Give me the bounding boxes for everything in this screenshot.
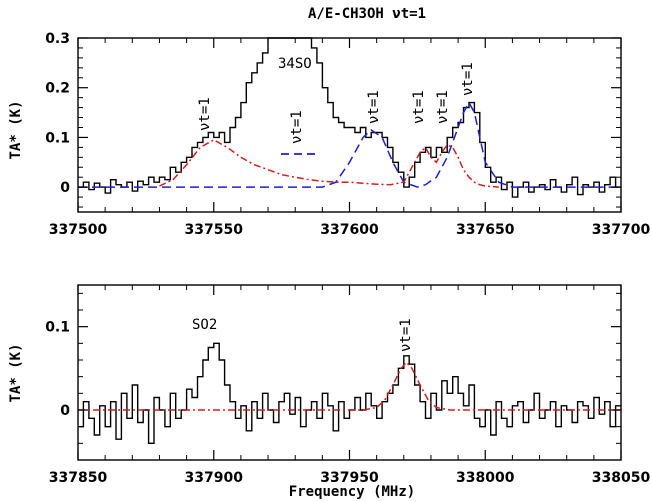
top-xtick-label: 337600 bbox=[320, 222, 379, 238]
bottom-xtick-label: 337950 bbox=[320, 470, 379, 486]
annotation-34so: 34SO bbox=[278, 56, 312, 72]
top-series-black-step bbox=[78, 37, 621, 198]
top-xtick-label: 337700 bbox=[592, 222, 651, 238]
top-series-blue-dashed bbox=[78, 101, 621, 188]
figure-title: A/E-CH3OH νt=1 bbox=[308, 6, 426, 22]
annotation-so2: SO2 bbox=[192, 317, 217, 333]
annotation-vt1-bottom: νt=1 bbox=[398, 318, 414, 352]
bottom-xtick-label: 337850 bbox=[49, 470, 108, 486]
top-series-layer bbox=[78, 37, 621, 198]
bottom-series-black-step bbox=[78, 342, 621, 444]
top-ytick-label: 0.1 bbox=[45, 130, 70, 146]
bottom-xtick-label: 338050 bbox=[592, 470, 651, 486]
annotation-vt1-c: νt=1 bbox=[366, 90, 382, 124]
bottom-series-layer bbox=[78, 342, 621, 444]
annotation-vt1-a: νt=1 bbox=[197, 97, 213, 131]
top-xtick-label: 337500 bbox=[49, 222, 108, 238]
xlabel: Frequency (MHz) bbox=[289, 484, 415, 500]
bottom-xtick-label: 337900 bbox=[185, 470, 244, 486]
top-panel: 337500 337550 337600 337650 337700 0 0.1 0.2 0.3… bbox=[8, 31, 650, 238]
top-ytick-label: 0 bbox=[60, 180, 70, 196]
bottom-ytick-label: 0.1 bbox=[45, 320, 70, 336]
bottom-series-red-dash-dot bbox=[78, 361, 621, 411]
top-ytick-label: 0.2 bbox=[45, 81, 70, 97]
bottom-plot-frame bbox=[77, 284, 622, 461]
bottom-panel: 337850 337900 337950 338000 338050 0 0.1 TA* (… bbox=[8, 284, 650, 500]
bottom-axis-ticks: 337850 337900 337950 338000 338050 0 0.1 bbox=[45, 285, 650, 486]
bottom-xtick-label: 338000 bbox=[456, 470, 515, 486]
top-series-red-dash-dot bbox=[159, 139, 499, 188]
top-ytick-label: 0.3 bbox=[45, 31, 70, 47]
top-xtick-label: 337550 bbox=[185, 222, 244, 238]
top-ylabel: TA* (K) bbox=[8, 100, 24, 159]
annotation-vt1-b: νt=1 bbox=[289, 110, 305, 144]
top-xtick-label: 337650 bbox=[456, 222, 515, 238]
annotation-vt1-d: νt=1 bbox=[411, 90, 427, 124]
top-axis-ticks: 337500 337550 337600 337650 337700 0 0.1 0.2 0.3 bbox=[45, 31, 650, 238]
annotation-vt1-e: νt=1 bbox=[435, 90, 451, 124]
bottom-ytick-label: 0 bbox=[60, 403, 70, 419]
bottom-ylabel: TA* (K) bbox=[8, 343, 24, 402]
annotation-vt1-f: νt=1 bbox=[460, 62, 476, 96]
